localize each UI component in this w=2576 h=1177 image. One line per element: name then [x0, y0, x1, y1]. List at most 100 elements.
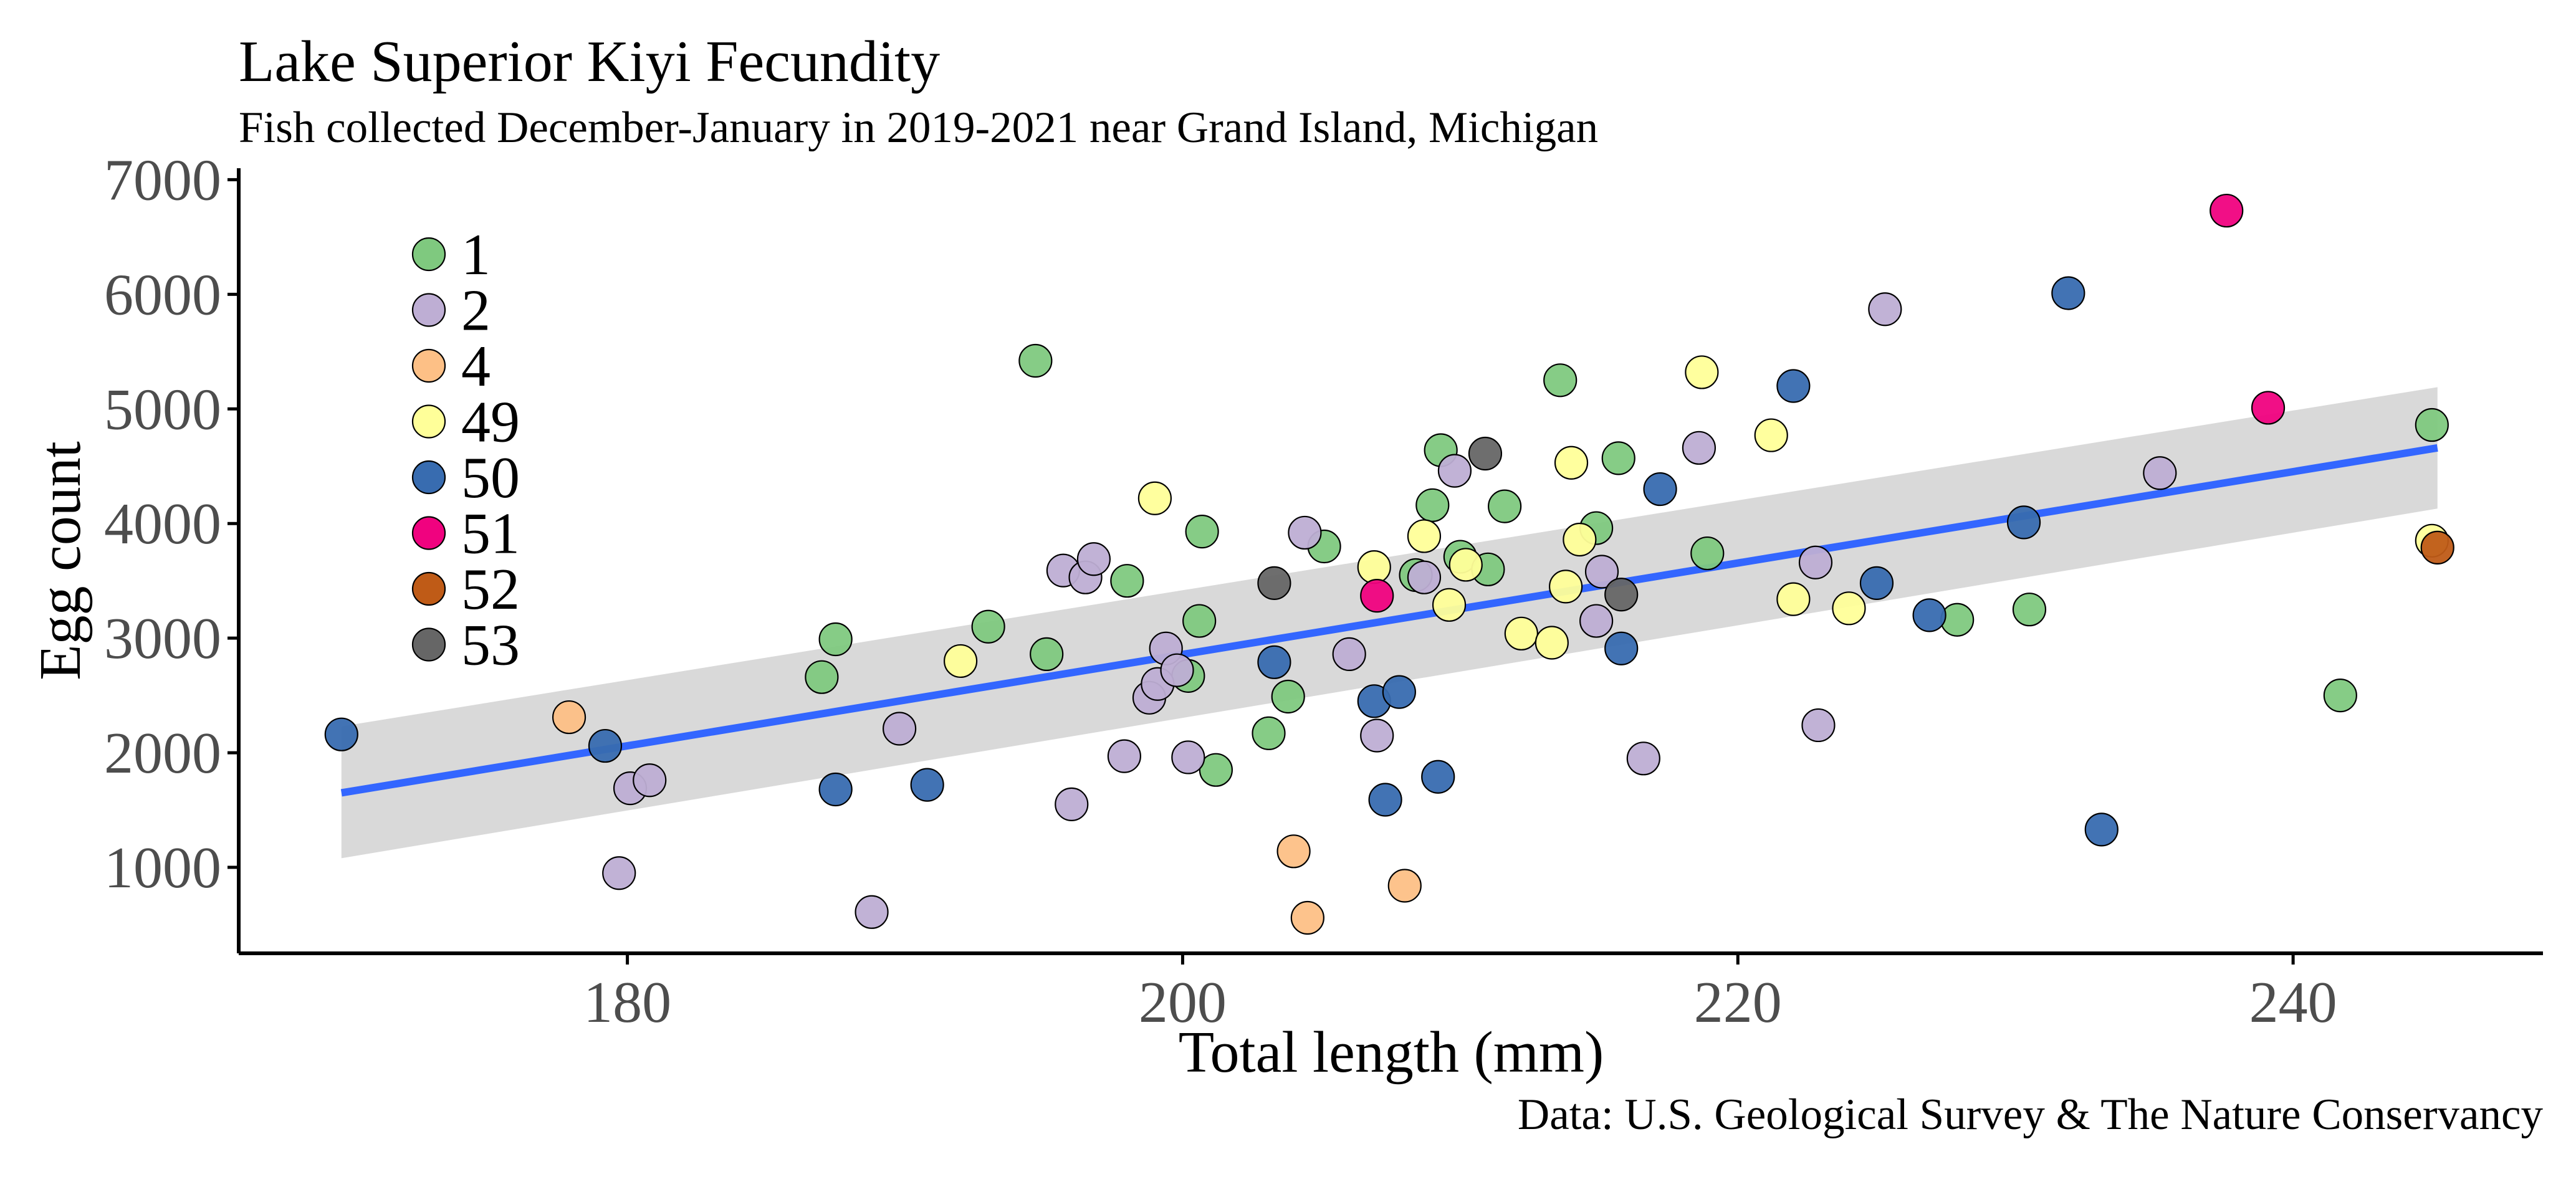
y-tick-label: 5000	[104, 377, 221, 442]
data-point-series-2	[1801, 708, 1836, 743]
data-point-series-4	[552, 700, 587, 735]
y-tick-label: 6000	[104, 262, 221, 327]
data-point-series-49	[1137, 481, 1172, 515]
data-point-series-2	[1160, 653, 1194, 687]
data-point-series-2	[1579, 604, 1614, 638]
data-point-series-1	[818, 622, 853, 657]
data-point-series-2	[1332, 637, 1366, 672]
data-point-series-49	[1432, 588, 1467, 622]
data-point-series-50	[910, 768, 944, 802]
data-point-series-49	[1448, 548, 1483, 582]
data-point-series-1	[1199, 753, 1233, 787]
data-point-series-4	[1290, 900, 1324, 935]
legend-label-53: 53	[461, 613, 520, 678]
data-point-series-50	[1859, 566, 1894, 600]
legend-label-2: 2	[461, 279, 491, 343]
y-tick-label: 1000	[104, 836, 221, 900]
data-point-series-1	[2012, 593, 2047, 627]
data-point-series-49	[1357, 550, 1391, 584]
y-axis-title: Egg count	[28, 441, 93, 680]
y-tick-label: 7000	[104, 148, 221, 212]
data-point-series-1	[1601, 441, 1635, 475]
data-point-series-1	[1030, 637, 1064, 672]
trend-line	[340, 444, 2438, 797]
data-point-series-2	[1437, 454, 1472, 488]
data-point-series-2	[1682, 431, 1717, 465]
data-point-series-50	[1912, 598, 1946, 632]
data-point-series-2	[1288, 515, 1322, 550]
legend-key-51	[411, 516, 446, 550]
data-point-series-1	[971, 609, 1005, 644]
data-point-series-2	[1171, 740, 1205, 774]
data-point-series-2	[1055, 787, 1089, 821]
scatter-points	[324, 193, 2454, 935]
data-point-series-49	[1407, 519, 1442, 553]
data-point-series-1	[1110, 564, 1144, 598]
regression-line	[340, 444, 2438, 797]
legend-label-1: 1	[461, 222, 491, 287]
data-point-series-49	[1504, 616, 1538, 650]
data-point-series-49	[1549, 569, 1583, 604]
data-point-series-4	[1276, 834, 1311, 869]
legend-key-50	[411, 460, 446, 495]
data-point-series-52	[2420, 530, 2454, 565]
legend-label-51: 51	[461, 502, 520, 566]
data-point-series-49	[1832, 591, 1866, 626]
data-point-series-50	[2006, 505, 2041, 540]
data-point-series-51	[2251, 391, 2286, 425]
data-point-series-50	[1776, 369, 1811, 403]
data-point-series-1	[1252, 716, 1286, 750]
data-point-series-2	[2143, 456, 2177, 490]
data-point-series-49	[1754, 418, 1788, 452]
data-point-series-53	[1604, 578, 1639, 612]
data-point-series-50	[1382, 675, 1416, 709]
legend-key-2	[411, 293, 446, 327]
data-point-series-2	[1584, 555, 1619, 589]
axes	[237, 168, 2543, 955]
data-point-series-50	[1257, 645, 1291, 679]
data-point-series-1	[1690, 536, 1725, 571]
x-tick-label: 240	[2249, 970, 2337, 1035]
y-tick-label: 4000	[104, 492, 221, 556]
x-tick-label: 200	[1139, 970, 1227, 1035]
data-point-series-1	[1940, 603, 1975, 637]
data-point-series-51	[1360, 579, 1394, 613]
data-point-series-1	[1415, 488, 1450, 522]
data-point-series-1	[1543, 363, 1578, 398]
data-point-series-2	[1107, 739, 1141, 773]
x-tick-label: 220	[1694, 970, 1782, 1035]
data-point-series-1	[805, 660, 839, 694]
chart-title: Lake Superior Kiyi Fecundity	[239, 29, 940, 94]
legend-key-1	[411, 237, 446, 272]
data-point-series-50	[1368, 783, 1402, 817]
data-point-series-2	[1868, 292, 1902, 326]
y-tick-label: 2000	[104, 721, 221, 786]
data-point-series-53	[1468, 436, 1503, 471]
data-point-series-2	[1076, 542, 1111, 576]
data-point-series-1	[1182, 604, 1217, 638]
legend-label-50: 50	[461, 446, 520, 510]
legend-key-53	[411, 627, 446, 662]
data-point-series-1	[1018, 343, 1053, 378]
data-point-series-49	[1776, 582, 1811, 616]
data-point-series-49	[1563, 522, 1597, 557]
data-point-series-49	[1535, 626, 1569, 660]
data-point-series-50	[1421, 760, 1455, 794]
data-point-series-2	[1407, 560, 1442, 594]
x-tick-label: 180	[583, 970, 671, 1035]
data-point-series-2	[633, 763, 667, 798]
legend-key-52	[411, 571, 446, 606]
data-point-series-50	[588, 728, 623, 763]
data-point-series-53	[1257, 566, 1291, 600]
y-ticks: 1000 2000 3000 4000 5000 6000 7000	[104, 148, 239, 900]
y-tick-label: 3000	[104, 606, 221, 671]
legend-key-4	[411, 348, 446, 383]
data-point-series-1	[2415, 407, 2449, 442]
data-point-series-1	[1185, 514, 1219, 549]
data-point-series-2	[883, 712, 917, 746]
data-point-series-50	[2051, 276, 2085, 310]
legend-label-4: 4	[461, 334, 491, 399]
data-point-series-2	[1626, 741, 1660, 776]
